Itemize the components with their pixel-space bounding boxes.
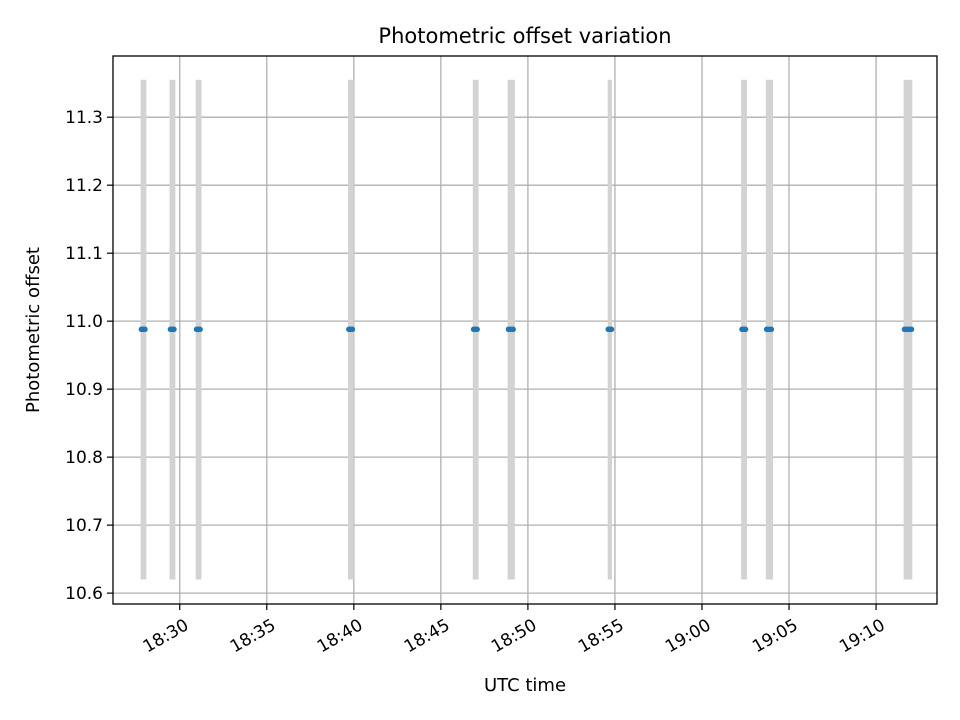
x-tick-label: 18:55 [575,615,627,657]
y-axis-label: Photometric offset [23,247,44,413]
data-point [474,326,480,333]
observation-spans [140,79,913,580]
data-point [908,326,915,333]
x-tick-label: 18:40 [314,615,366,657]
y-tick-label: 11.2 [65,176,103,196]
chart-title: Photometric offset variation [378,24,671,48]
x-tick-label: 19:00 [662,615,714,657]
y-tick-label: 10.6 [65,584,103,604]
y-tick-label: 11.3 [65,108,103,128]
y-tick-label: 10.7 [65,516,103,536]
x-tick-label: 18:45 [401,615,453,657]
data-point [742,326,749,333]
y-tick-label: 11.0 [65,312,103,332]
x-axis-ticks: 18:30 18:35 18:40 18:45 18:50 18:55 19:00 19:05… [140,604,889,657]
data-point [608,326,615,333]
data-points [138,326,915,333]
y-tick-label: 11.1 [65,244,103,264]
plot-frame [112,55,938,605]
x-axis-label: UTC time [484,675,566,696]
y-axis-ticks: 10.6 10.7 10.8 10.9 11.0 11.1 11.2 11.3 [65,108,113,604]
x-tick-label: 18:50 [488,615,540,657]
x-tick-label: 19:10 [836,615,888,657]
data-point [171,326,177,333]
y-tick-label: 10.9 [65,380,103,400]
x-tick-label: 19:05 [749,615,801,657]
data-point [197,326,203,333]
data-point [510,326,516,333]
x-tick-label: 18:30 [140,615,192,657]
x-tick-label: 18:35 [227,615,279,657]
data-point [142,326,148,333]
data-point [349,326,356,333]
grid [113,56,937,604]
data-point [768,326,775,333]
y-tick-label: 10.8 [65,448,103,468]
